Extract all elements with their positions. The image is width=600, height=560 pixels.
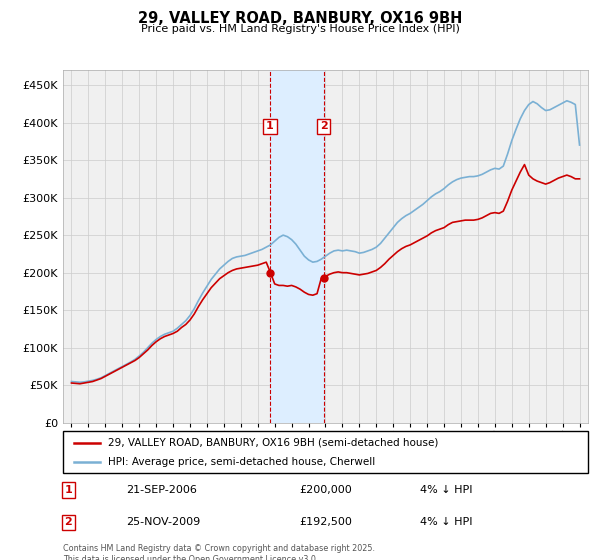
Text: £192,500: £192,500 <box>299 517 352 528</box>
Text: Contains HM Land Registry data © Crown copyright and database right 2025.
This d: Contains HM Land Registry data © Crown c… <box>63 544 375 560</box>
Text: 4% ↓ HPI: 4% ↓ HPI <box>420 517 473 528</box>
Bar <box>270 70 324 423</box>
Text: 29, VALLEY ROAD, BANBURY, OX16 9BH (semi-detached house): 29, VALLEY ROAD, BANBURY, OX16 9BH (semi… <box>107 437 438 447</box>
Text: 1: 1 <box>266 122 274 132</box>
Text: 2: 2 <box>64 517 72 528</box>
Text: HPI: Average price, semi-detached house, Cherwell: HPI: Average price, semi-detached house,… <box>107 457 375 467</box>
Text: 25-NOV-2009: 25-NOV-2009 <box>126 517 200 528</box>
Text: 2: 2 <box>320 122 328 132</box>
Text: 1: 1 <box>64 485 72 495</box>
Text: Price paid vs. HM Land Registry's House Price Index (HPI): Price paid vs. HM Land Registry's House … <box>140 24 460 34</box>
Text: £200,000: £200,000 <box>299 485 352 495</box>
Text: 29, VALLEY ROAD, BANBURY, OX16 9BH: 29, VALLEY ROAD, BANBURY, OX16 9BH <box>138 11 462 26</box>
Text: 21-SEP-2006: 21-SEP-2006 <box>126 485 197 495</box>
Text: 4% ↓ HPI: 4% ↓ HPI <box>420 485 473 495</box>
